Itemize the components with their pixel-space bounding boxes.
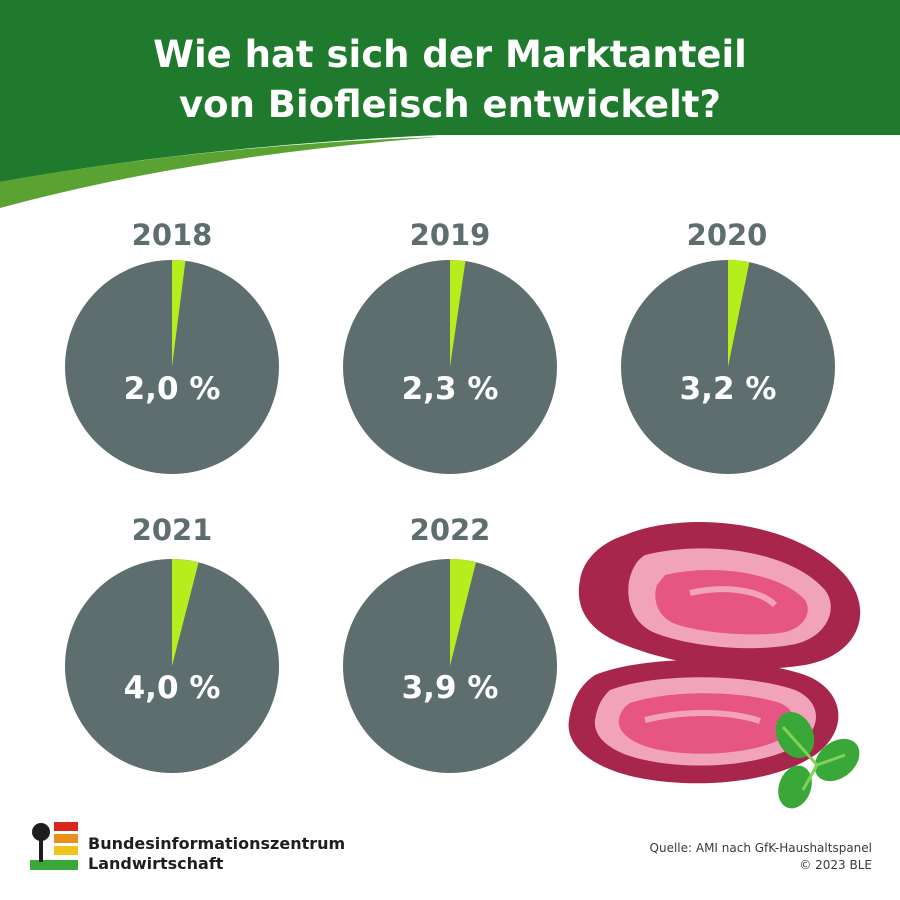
data-label-2020: 3,2 % <box>680 371 777 407</box>
title-line-2: von Biofleisch entwickelt? <box>179 83 721 126</box>
org-line-2: Landwirtschaft <box>88 854 224 873</box>
pie-slice-2022 <box>450 559 476 666</box>
year-label-2018: 2018 <box>131 218 213 252</box>
pie-slice-2018 <box>172 260 186 367</box>
pie-slice-2019 <box>450 260 466 367</box>
data-label-2019: 2,3 % <box>402 371 499 407</box>
copyright-line: © 2023 BLE <box>799 858 872 872</box>
meat-steak-illustration <box>568 522 861 809</box>
year-label-2021: 2021 <box>131 513 213 547</box>
year-label-2019: 2019 <box>409 218 491 252</box>
basil-leaf-icon <box>775 711 860 809</box>
organization-name: Bundesinformationszentrum Landwirtschaft <box>88 834 345 874</box>
data-label-2018: 2,0 % <box>124 371 221 407</box>
source-note: Quelle: AMI nach GfK-Haushaltspanel © 20… <box>650 840 872 874</box>
year-label-2020: 2020 <box>686 218 768 252</box>
data-label-2021: 4,0 % <box>124 670 221 706</box>
data-label-2022: 3,9 % <box>402 670 499 706</box>
header-banner <box>0 0 900 208</box>
page-title: Wie hat sich der Marktanteil von Bioflei… <box>0 30 900 130</box>
pie-slice-2020 <box>728 260 750 367</box>
pie-slice-2021 <box>172 559 199 666</box>
source-line-1: Quelle: AMI nach GfK-Haushaltspanel <box>649 841 872 855</box>
org-line-1: Bundesinformationszentrum <box>88 834 346 853</box>
year-label-2022: 2022 <box>409 513 491 547</box>
ble-logo-icon <box>28 820 80 872</box>
title-line-1: Wie hat sich der Marktanteil <box>153 33 747 76</box>
